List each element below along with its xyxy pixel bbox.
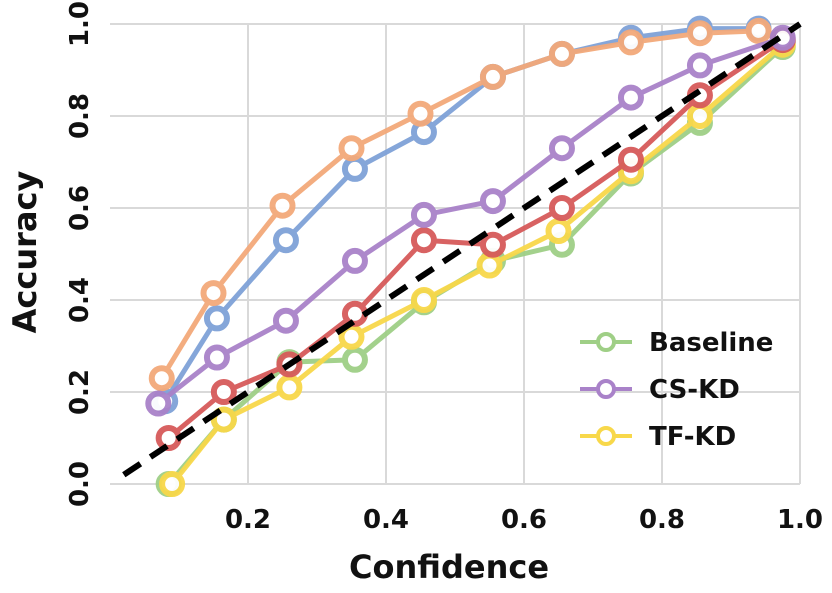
data-point [338, 135, 365, 162]
data-point [617, 29, 644, 56]
reference-line-layer [122, 21, 802, 478]
data-point [548, 135, 575, 162]
legend-label: TF-KD [649, 422, 736, 452]
data-point [210, 379, 237, 405]
data-point [686, 103, 713, 129]
data-point [159, 471, 186, 497]
x-tick-label: 0.2 [225, 505, 271, 535]
legend-item-tf-kd: TF-KD [580, 422, 736, 452]
legend: Baseline CS-KD TF-KD [580, 328, 773, 452]
data-point [617, 146, 644, 173]
legend-marker [596, 379, 616, 399]
series-line [155, 35, 786, 406]
data-point [203, 305, 230, 332]
data-point [476, 252, 503, 279]
legend-label: CS-KD [649, 375, 740, 405]
y-tick-label: 1.0 [65, 1, 95, 47]
data-point [148, 365, 175, 392]
data-point [341, 247, 368, 274]
data-point [203, 344, 230, 371]
x-tick-label: 1.0 [777, 505, 823, 535]
data-point [338, 323, 365, 350]
data-point [269, 192, 296, 219]
y-tick-label: 0.2 [65, 369, 95, 415]
data-point [410, 287, 437, 313]
data-point [479, 231, 506, 258]
data-point [410, 227, 437, 254]
data-point [272, 227, 299, 254]
data-point [407, 100, 434, 127]
series-line [169, 42, 786, 487]
legend-marker [596, 332, 616, 352]
tick-labels: 0.2 0.4 0.6 0.8 1.0 0.0 0.2 0.4 0.6 0.8 1.0 [65, 1, 823, 535]
series-cs-kd [145, 24, 796, 417]
data-point [341, 346, 368, 373]
x-tick-label: 0.6 [501, 505, 547, 535]
y-tick-label: 0.8 [65, 93, 95, 139]
data-point [548, 40, 575, 67]
legend-item-cs-kd: CS-KD [580, 375, 740, 405]
legend-item-baseline: Baseline [580, 328, 773, 358]
data-point [479, 63, 506, 90]
data-point [545, 218, 572, 244]
data-point [341, 300, 368, 327]
data-point [745, 17, 772, 44]
data-point [617, 84, 644, 111]
y-tick-label: 0.4 [65, 277, 95, 323]
y-tick-label: 0.6 [65, 185, 95, 231]
data-point [769, 24, 796, 51]
data-point [155, 425, 182, 451]
data-point [145, 390, 172, 417]
legend-marker [596, 426, 616, 446]
data-point [479, 188, 506, 215]
x-axis-label: Confidence [349, 548, 549, 586]
series-layer [145, 15, 796, 497]
data-point [548, 195, 575, 221]
x-tick-label: 0.4 [363, 505, 409, 535]
y-axis-label: Accuracy [6, 171, 44, 334]
data-point [686, 20, 713, 47]
x-tick-label: 0.8 [639, 505, 685, 535]
legend-label: Baseline [649, 328, 773, 358]
data-point [686, 52, 713, 79]
data-point [410, 201, 437, 228]
data-point [272, 307, 299, 334]
y-tick-label: 0.0 [65, 461, 95, 507]
perfect-calibration-line [122, 21, 802, 478]
series-line [166, 37, 786, 441]
data-point [341, 155, 368, 182]
data-point [200, 280, 227, 307]
data-point [276, 374, 303, 401]
